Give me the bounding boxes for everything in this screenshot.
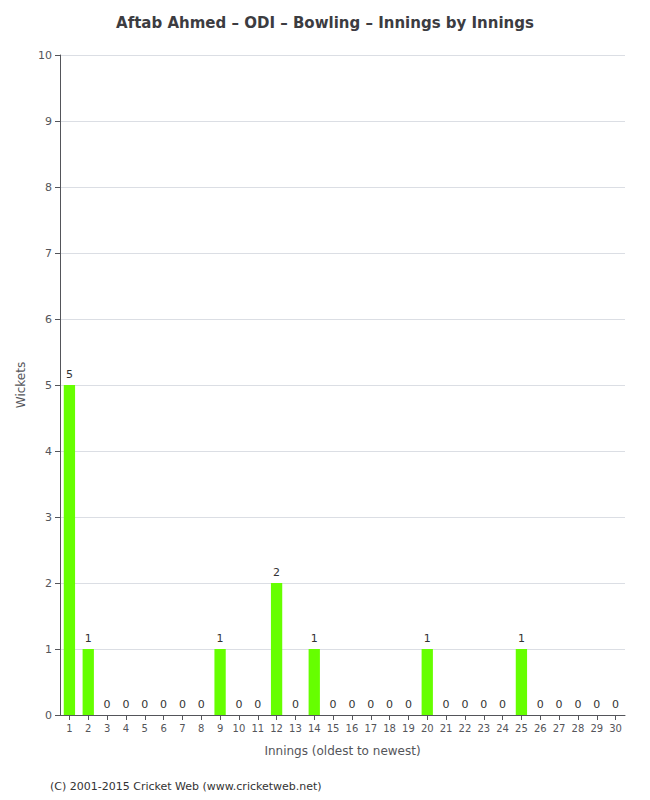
svg-text:19: 19 (402, 723, 415, 734)
svg-text:8: 8 (198, 723, 204, 734)
svg-text:3: 3 (45, 511, 52, 524)
svg-text:7: 7 (179, 723, 185, 734)
svg-text:0: 0 (574, 698, 581, 711)
svg-text:2: 2 (273, 566, 280, 579)
svg-text:13: 13 (289, 723, 302, 734)
svg-text:0: 0 (141, 698, 148, 711)
svg-text:0: 0 (122, 698, 129, 711)
svg-text:11: 11 (251, 723, 264, 734)
svg-text:1: 1 (311, 632, 318, 645)
svg-text:9: 9 (217, 723, 223, 734)
svg-text:28: 28 (572, 723, 585, 734)
svg-text:5: 5 (45, 379, 52, 392)
svg-text:1: 1 (217, 632, 224, 645)
svg-text:25: 25 (515, 723, 528, 734)
svg-text:15: 15 (327, 723, 340, 734)
svg-text:Aftab Ahmed – ODI – Bowling –: Aftab Ahmed – ODI – Bowling – Innings by… (116, 14, 534, 32)
svg-text:0: 0 (198, 698, 205, 711)
svg-text:0: 0 (330, 698, 337, 711)
svg-text:10: 10 (38, 49, 52, 62)
svg-text:0: 0 (556, 698, 563, 711)
svg-text:4: 4 (45, 445, 52, 458)
svg-text:0: 0 (405, 698, 412, 711)
svg-text:0: 0 (235, 698, 242, 711)
svg-text:0: 0 (367, 698, 374, 711)
svg-text:(C) 2001-2015 Cricket Web (www: (C) 2001-2015 Cricket Web (www.cricketwe… (50, 780, 322, 793)
svg-text:3: 3 (104, 723, 110, 734)
svg-text:0: 0 (348, 698, 355, 711)
svg-text:24: 24 (496, 723, 509, 734)
svg-text:0: 0 (593, 698, 600, 711)
svg-text:Innings (oldest to newest): Innings (oldest to newest) (264, 744, 420, 758)
svg-text:22: 22 (459, 723, 472, 734)
svg-text:26: 26 (534, 723, 547, 734)
svg-text:9: 9 (45, 115, 52, 128)
svg-text:29: 29 (590, 723, 603, 734)
svg-text:0: 0 (443, 698, 450, 711)
svg-text:0: 0 (292, 698, 299, 711)
svg-text:17: 17 (364, 723, 377, 734)
svg-text:2: 2 (85, 723, 91, 734)
svg-text:0: 0 (254, 698, 261, 711)
svg-text:0: 0 (160, 698, 167, 711)
svg-text:8: 8 (45, 181, 52, 194)
svg-text:Wickets: Wickets (14, 362, 28, 408)
svg-text:30: 30 (609, 723, 622, 734)
svg-text:0: 0 (386, 698, 393, 711)
svg-text:6: 6 (160, 723, 166, 734)
svg-text:1: 1 (45, 643, 52, 656)
svg-text:0: 0 (104, 698, 111, 711)
svg-text:5: 5 (142, 723, 148, 734)
svg-text:0: 0 (537, 698, 544, 711)
svg-text:18: 18 (383, 723, 396, 734)
svg-text:5: 5 (66, 368, 73, 381)
svg-text:1: 1 (66, 723, 72, 734)
svg-text:16: 16 (346, 723, 359, 734)
svg-text:7: 7 (45, 247, 52, 260)
svg-text:21: 21 (440, 723, 453, 734)
svg-text:12: 12 (270, 723, 283, 734)
svg-text:0: 0 (499, 698, 506, 711)
svg-text:14: 14 (308, 723, 321, 734)
svg-text:10: 10 (233, 723, 246, 734)
svg-text:0: 0 (612, 698, 619, 711)
svg-text:0: 0 (45, 709, 52, 722)
svg-text:0: 0 (461, 698, 468, 711)
svg-text:2: 2 (45, 577, 52, 590)
svg-text:0: 0 (480, 698, 487, 711)
svg-text:20: 20 (421, 723, 434, 734)
svg-text:1: 1 (518, 632, 525, 645)
svg-text:27: 27 (553, 723, 566, 734)
svg-text:0: 0 (179, 698, 186, 711)
svg-text:4: 4 (123, 723, 129, 734)
svg-text:1: 1 (85, 632, 92, 645)
svg-text:23: 23 (477, 723, 490, 734)
svg-text:6: 6 (45, 313, 52, 326)
svg-text:1: 1 (424, 632, 431, 645)
